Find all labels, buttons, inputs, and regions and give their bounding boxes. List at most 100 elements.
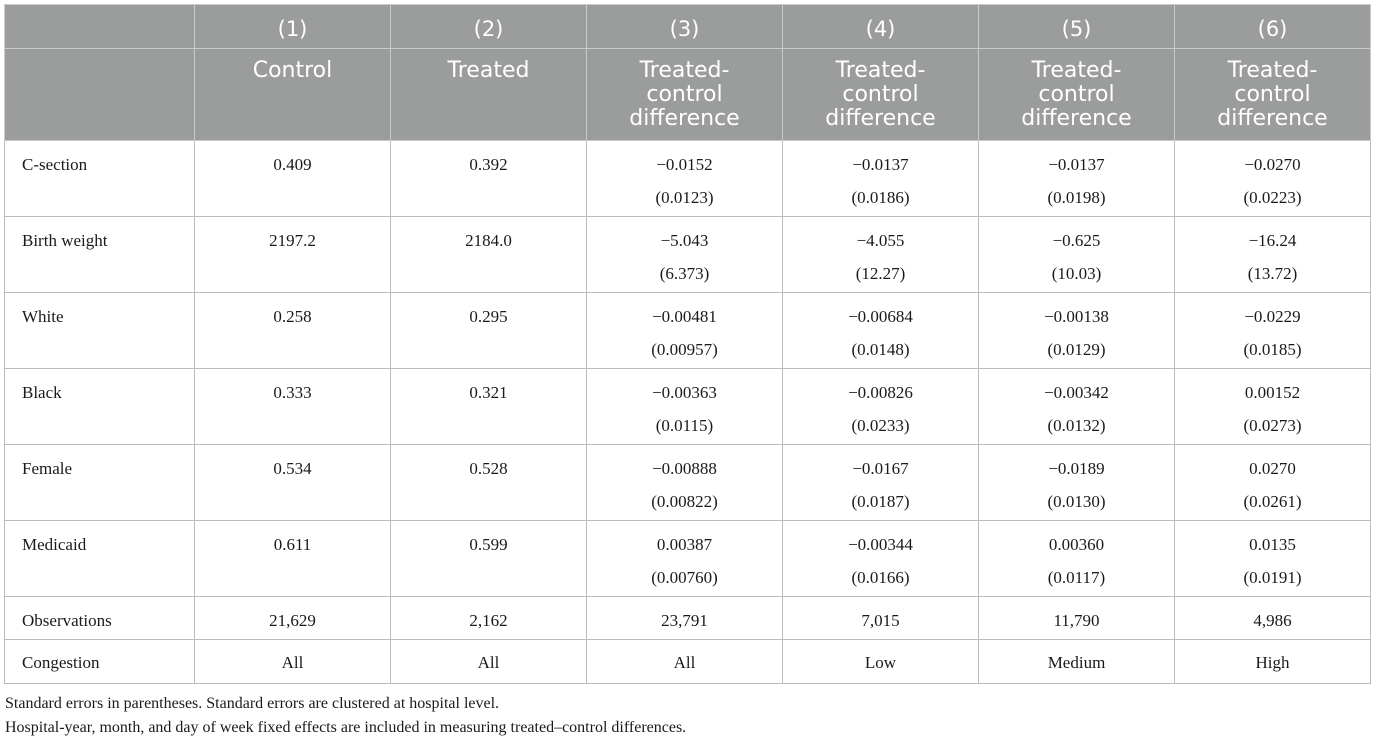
data-cell: −16.24 (13.72): [1174, 216, 1371, 293]
data-cell: 0.0270 (0.0261): [1174, 444, 1371, 521]
estimate-value: 0.00152: [1244, 383, 1301, 402]
standard-error-value: (12.27): [855, 264, 906, 283]
column-number-row: (1) (2) (3) (4) (5) (6): [4, 4, 1371, 49]
column-title: Treated: [390, 48, 587, 141]
congestion-row: Congestion All All All Low Medium High: [4, 639, 1371, 684]
observations-row: Observations 21,629 2,162 23,791 7,015 11,790…: [4, 596, 1371, 640]
table-row: White 0.258 0.295 −0.00481 (0.00957) −0.00684…: [4, 292, 1371, 369]
data-cell: 0.295: [390, 292, 587, 369]
data-cell: 2184.0: [390, 216, 587, 293]
column-number: (6): [1174, 4, 1371, 49]
data-cell: 0.409: [194, 140, 391, 217]
data-cell: −0.0229 (0.0185): [1174, 292, 1371, 369]
estimate-value: 0.599: [469, 535, 508, 554]
column-title: Control: [194, 48, 391, 141]
data-cell: −0.0270 (0.0223): [1174, 140, 1371, 217]
data-cell: −0.0137 (0.0198): [978, 140, 1175, 217]
estimate-value: 0.392: [469, 155, 508, 174]
standard-error-value: (10.03): [1051, 264, 1102, 283]
column-title: Treated-control difference: [1174, 48, 1371, 141]
standard-error-value: (0.0132): [1047, 416, 1106, 435]
estimate-value: 0.534: [273, 459, 312, 478]
standard-error-value: (0.0185): [1243, 340, 1302, 359]
estimate-value: −0.00684: [848, 307, 913, 326]
data-cell: 0.00360 (0.0117): [978, 520, 1175, 597]
estimate-value: 0.0135: [1249, 535, 1296, 554]
row-label: Congestion: [4, 639, 195, 684]
standard-error-value: (0.00822): [651, 492, 718, 511]
standard-error-value: (0.0187): [851, 492, 910, 511]
standard-error-value: (0.0261): [1243, 492, 1302, 511]
data-cell: 0.00152 (0.0273): [1174, 368, 1371, 445]
estimate-value: −4.055: [856, 231, 905, 250]
estimate-value: −0.0167: [852, 459, 909, 478]
estimate-value: 0.409: [273, 155, 312, 174]
data-cell: All: [194, 639, 391, 684]
estimate-value: −0.00363: [652, 383, 717, 402]
standard-error-value: (0.0273): [1243, 416, 1302, 435]
column-number: (4): [782, 4, 979, 49]
row-label: Black: [4, 368, 195, 445]
estimate-value: 2184.0: [465, 231, 512, 250]
data-cell: −0.00888 (0.00822): [586, 444, 783, 521]
estimate-value: −0.0137: [1048, 155, 1105, 174]
column-title: Treated-control difference: [586, 48, 783, 141]
data-cell: All: [586, 639, 783, 684]
estimate-value: −5.043: [660, 231, 709, 250]
data-cell: Low: [782, 639, 979, 684]
estimate-value: 0.333: [273, 383, 312, 402]
row-label: Birth weight: [4, 216, 195, 293]
estimate-value: 0.611: [273, 535, 312, 554]
estimate-value: −0.0229: [1244, 307, 1301, 326]
estimate-value: −0.0270: [1244, 155, 1301, 174]
estimate-value: −0.00138: [1044, 307, 1109, 326]
row-label: Observations: [4, 596, 195, 640]
data-cell: −0.0189 (0.0130): [978, 444, 1175, 521]
estimate-value: −0.0189: [1048, 459, 1105, 478]
estimate-value: 0.00387: [656, 535, 713, 554]
table-row: Medicaid 0.611 0.599 0.00387 (0.00760) −0.003…: [4, 520, 1371, 597]
results-table: (1) (2) (3) (4) (5) (6) Control Treated …: [4, 4, 1371, 684]
results-table-container: (1) (2) (3) (4) (5) (6) Control Treated …: [4, 4, 1371, 740]
standard-error-value: (0.0223): [1243, 188, 1302, 207]
row-label: C-section: [4, 140, 195, 217]
table-row: C-section 0.409 0.392 −0.0152 (0.0123) −0.013…: [4, 140, 1371, 217]
estimate-value: 0.528: [469, 459, 508, 478]
estimate-value: −0.00481: [652, 307, 717, 326]
data-cell: 7,015: [782, 596, 979, 640]
data-cell: High: [1174, 639, 1371, 684]
data-cell: −0.00826 (0.0233): [782, 368, 979, 445]
table-header: (1) (2) (3) (4) (5) (6) Control Treated …: [4, 4, 1371, 141]
estimate-value: 2197.2: [269, 231, 316, 250]
data-cell: 0.611: [194, 520, 391, 597]
column-title: Treated-control difference: [782, 48, 979, 141]
estimate-value: −0.00344: [848, 535, 913, 554]
data-cell: 0.00387 (0.00760): [586, 520, 783, 597]
row-label: Medicaid: [4, 520, 195, 597]
table-body: C-section 0.409 0.392 −0.0152 (0.0123) −0.013…: [4, 140, 1371, 684]
data-cell: 23,791: [586, 596, 783, 640]
data-cell: 0.258: [194, 292, 391, 369]
column-number: (1): [194, 4, 391, 49]
data-cell: −0.00138 (0.0129): [978, 292, 1175, 369]
data-cell: 21,629: [194, 596, 391, 640]
data-cell: 4,986: [1174, 596, 1371, 640]
column-title: Treated-control difference: [978, 48, 1175, 141]
note-line: Standard errors in parentheses. Standard…: [5, 695, 500, 712]
estimate-value: −0.625: [1052, 231, 1101, 250]
standard-error-value: (0.0166): [851, 568, 910, 587]
data-cell: −0.00344 (0.0166): [782, 520, 979, 597]
standard-error-value: (0.0186): [851, 188, 910, 207]
table-row: Black 0.333 0.321 −0.00363 (0.0115) −0.00826 (…: [4, 368, 1371, 445]
standard-error-value: (0.0117): [1047, 568, 1106, 587]
estimate-value: 0.295: [469, 307, 508, 326]
data-cell: 2,162: [390, 596, 587, 640]
estimate-value: −0.0152: [656, 155, 713, 174]
estimate-value: 0.258: [273, 307, 312, 326]
standard-error-value: (0.0148): [851, 340, 910, 359]
data-cell: −0.00342 (0.0132): [978, 368, 1175, 445]
estimate-value: −16.24: [1248, 231, 1297, 250]
data-cell: −0.625 (10.03): [978, 216, 1175, 293]
header-corner-cell: [4, 4, 195, 49]
table-row: Female 0.534 0.528 −0.00888 (0.00822) −0.0167…: [4, 444, 1371, 521]
